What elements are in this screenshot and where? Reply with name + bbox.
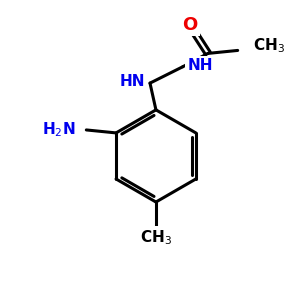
Text: CH$_3$: CH$_3$: [253, 37, 284, 55]
Text: O: O: [182, 16, 198, 34]
Text: HN: HN: [120, 74, 146, 89]
Text: H$_2$N: H$_2$N: [42, 121, 76, 139]
Text: CH$_3$: CH$_3$: [140, 228, 172, 247]
Text: NH: NH: [187, 58, 213, 73]
